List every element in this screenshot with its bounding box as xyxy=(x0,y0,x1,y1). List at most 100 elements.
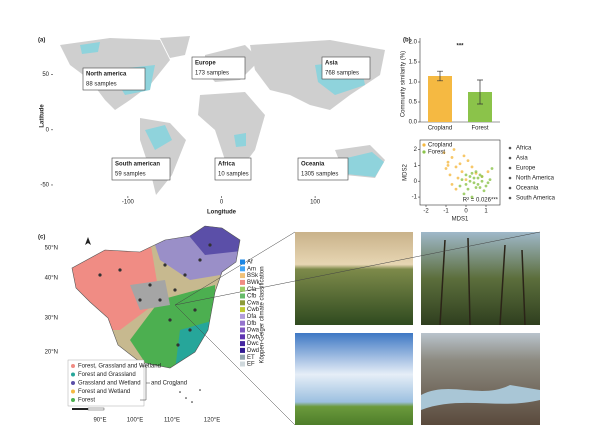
annotation-samples: 1305 samples xyxy=(301,172,338,178)
point xyxy=(454,165,458,169)
lon-label: 110°E xyxy=(164,418,180,424)
point xyxy=(454,187,458,191)
climate-swatch xyxy=(240,279,245,285)
point xyxy=(460,178,464,182)
y-tick-label: 0.0 xyxy=(409,120,418,126)
climate-label: Cwb xyxy=(247,307,260,313)
point xyxy=(450,182,454,186)
annotation-box xyxy=(214,157,252,181)
climate-label: Cfb xyxy=(247,294,257,300)
point xyxy=(476,176,480,180)
climate-label: Cfa xyxy=(247,287,257,293)
land-use-label: Grassland and Wetland xyxy=(78,381,141,387)
region-legend-label: North America xyxy=(516,176,555,182)
y-tick-label: 2.0 xyxy=(409,40,418,46)
panel-label: (b) xyxy=(403,38,411,44)
significance: *** xyxy=(456,44,464,50)
x-tick-label: -100 xyxy=(122,200,135,206)
photo-trees xyxy=(439,237,526,326)
error-bar xyxy=(437,70,443,82)
panel-label: (a) xyxy=(38,38,45,44)
point xyxy=(478,173,482,177)
callout-lines xyxy=(174,231,541,426)
annotation-samples: 59 samples xyxy=(115,172,146,178)
y-tick-label: 1 xyxy=(414,163,418,169)
climate-swatch xyxy=(240,313,245,319)
point xyxy=(448,173,452,177)
climate-label: Dfa xyxy=(247,314,257,320)
lat-label: 30°N xyxy=(45,316,58,322)
x-tick-label: 0 xyxy=(220,200,224,206)
lon-label: 90°E xyxy=(93,418,106,424)
point xyxy=(464,173,468,177)
lon-label: 120°E xyxy=(204,418,220,424)
climate-swatch xyxy=(240,354,245,360)
climate-label: ET xyxy=(247,355,255,361)
climate-swatch xyxy=(240,347,245,353)
climate-label: Dwc xyxy=(247,341,259,347)
climate-swatch xyxy=(240,341,245,347)
lat-label: 20°N xyxy=(45,350,58,356)
point xyxy=(486,170,490,174)
legend-label: Cropland xyxy=(428,143,452,149)
annotation-region: Oceania xyxy=(301,162,325,168)
region-legend-label: Africa xyxy=(516,146,532,152)
climate-label: Am xyxy=(247,266,256,272)
x-tick-label: 1 xyxy=(484,209,488,215)
region-legend-label: Oceania xyxy=(516,186,539,192)
region-legend-symbol xyxy=(508,166,512,170)
climate-swatch xyxy=(240,273,245,279)
x-tick-label: 0 xyxy=(464,209,468,215)
y-tick-label: 1.5 xyxy=(409,60,418,66)
point xyxy=(484,184,488,188)
photo-cropland xyxy=(295,232,413,325)
annotation-box xyxy=(191,56,246,80)
lat-label: 40°N xyxy=(45,276,58,282)
region-legend-symbol xyxy=(508,156,512,160)
y-tick-label: 0.5 xyxy=(409,100,418,106)
point xyxy=(442,151,446,155)
land-use-swatch xyxy=(71,389,75,394)
region-legend-symbol xyxy=(508,196,512,200)
annotation-region: Europe xyxy=(195,61,216,67)
point xyxy=(444,167,448,170)
y-tick-label: -1 xyxy=(412,195,418,201)
point xyxy=(480,179,484,183)
point xyxy=(462,192,466,196)
point xyxy=(464,182,468,186)
climate-swatch xyxy=(240,320,245,326)
climate-swatch xyxy=(240,259,245,265)
point xyxy=(456,176,460,180)
climate-label: Dwb xyxy=(247,334,260,340)
x-tick-label: Forest xyxy=(471,126,488,132)
point xyxy=(464,178,468,182)
climate-swatch xyxy=(240,334,245,340)
point xyxy=(476,182,480,186)
point xyxy=(446,160,450,164)
climate-swatch xyxy=(240,266,245,272)
annotation-box xyxy=(82,67,146,91)
y-axis-title: Community similarity (%) xyxy=(401,51,407,117)
point xyxy=(486,181,490,185)
y-tick-label: 0 xyxy=(414,179,418,185)
point xyxy=(468,175,472,178)
climate-label: Dwa xyxy=(247,328,260,334)
point xyxy=(488,178,492,182)
annotation-region: Africa xyxy=(218,162,236,168)
land-use-swatch xyxy=(71,381,75,385)
climate-title: Köppen-Geiger climate classification xyxy=(260,266,266,363)
panel-label: (c) xyxy=(38,235,45,241)
x-tick-label: -1 xyxy=(443,209,449,215)
point xyxy=(446,163,450,167)
annotation-box xyxy=(297,157,349,181)
point xyxy=(482,189,486,193)
climate-swatch xyxy=(240,293,245,299)
annotation-samples: 768 samples xyxy=(325,71,359,77)
y-tick-label: 1.0 xyxy=(409,80,418,86)
climate-label: Af xyxy=(247,260,253,266)
climate-swatch xyxy=(240,307,245,313)
bar xyxy=(428,76,452,122)
north-arrow xyxy=(85,237,91,245)
point xyxy=(470,195,474,199)
